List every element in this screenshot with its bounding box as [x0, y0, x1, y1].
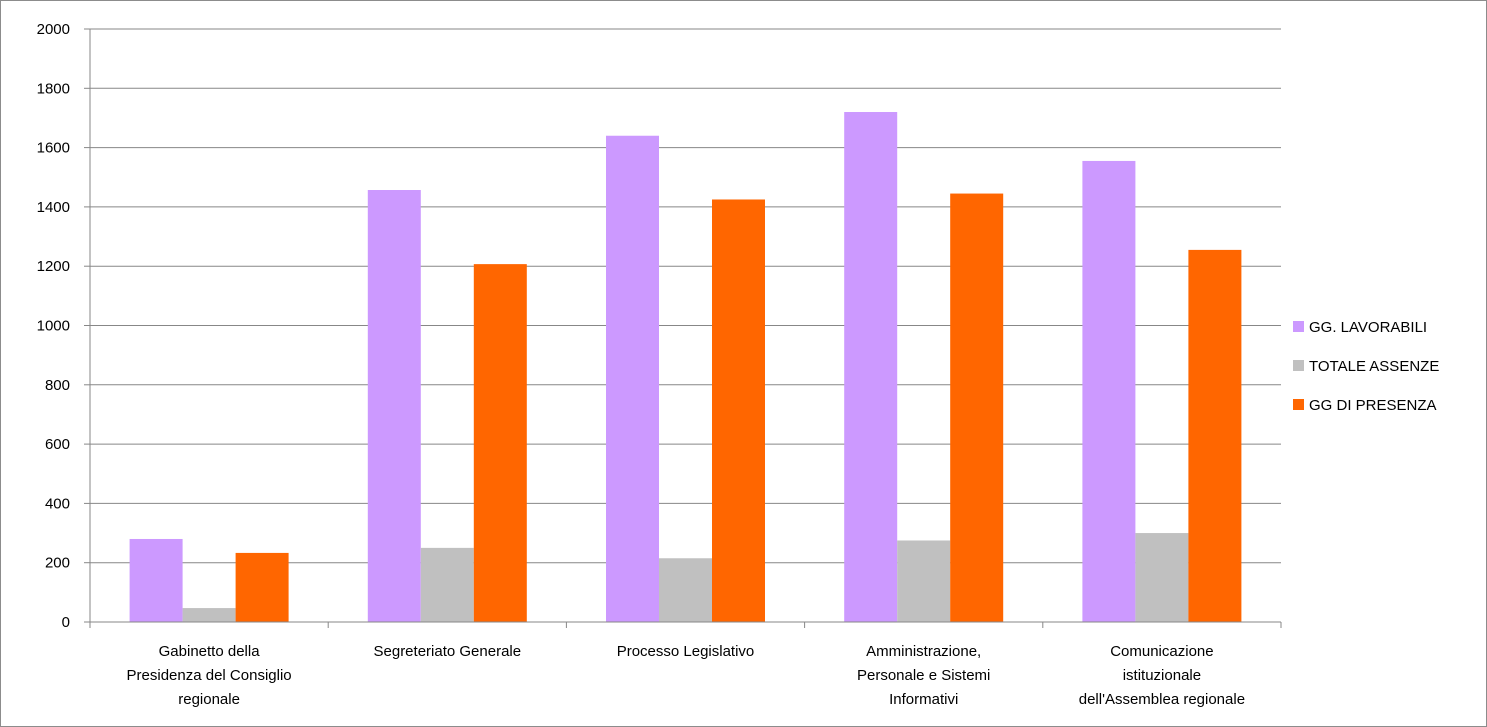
axes	[84, 28, 1282, 628]
bar-gg-di-presenza	[950, 193, 1004, 622]
y-tick-label: 400	[45, 495, 70, 512]
bar-gg-lavorabili	[606, 135, 659, 623]
x-category-label: Comunicazione istituzionale dell'Assemblea…	[1079, 643, 1245, 708]
bars	[129, 112, 1242, 623]
legend-label: GG. LAVORABILI	[1309, 319, 1427, 336]
y-tick-label: 600	[45, 436, 70, 453]
x-category-label: Segreteriato Generale	[374, 643, 522, 660]
legend-label: GG DI PRESENZA	[1309, 397, 1437, 414]
x-category-label: Gabinetto della Presidenza del Consiglio r…	[127, 643, 292, 708]
y-tick-label: 1800	[37, 80, 70, 97]
bar-totale-assenze	[182, 608, 236, 622]
bar-totale-assenze	[659, 558, 712, 622]
bar-gg-di-presenza	[712, 199, 765, 623]
bar-totale-assenze	[1135, 533, 1189, 622]
x-category-label: Processo Legislativo	[617, 643, 755, 660]
x-category-labels: Gabinetto della Presidenza del Consiglio r…	[127, 643, 1246, 708]
legend-label: TOTALE ASSENZE	[1309, 358, 1439, 375]
bar-gg-di-presenza	[1188, 249, 1242, 622]
y-tick-label: 800	[45, 377, 70, 394]
bar-gg-lavorabili	[844, 112, 898, 623]
bar-gg-di-presenza	[235, 552, 289, 622]
y-tick-label: 2000	[37, 21, 70, 38]
y-tick-labels: 0 200 400 600 800 1000 1200 1400 1600 1800 2000	[37, 21, 70, 631]
bar-gg-lavorabili	[129, 538, 183, 622]
y-tick-label: 0	[62, 614, 70, 631]
bar-gg-di-presenza	[473, 264, 527, 622]
legend-swatch	[1293, 321, 1304, 332]
y-tick-label: 1200	[37, 258, 70, 275]
legend: GG. LAVORABILI TOTALE ASSENZE GG DI PRESEN…	[1293, 319, 1439, 414]
y-tick-label: 1000	[37, 318, 70, 335]
bar-totale-assenze	[420, 547, 474, 622]
y-tick-label: 200	[45, 555, 70, 572]
legend-swatch	[1293, 399, 1304, 410]
y-tick-label: 1400	[37, 199, 70, 216]
y-tick-label: 1600	[37, 140, 70, 157]
bar-gg-lavorabili	[367, 189, 421, 622]
bar-totale-assenze	[897, 540, 951, 622]
bar-gg-lavorabili	[1082, 160, 1136, 622]
x-category-label: Amministrazione, Personale e Sistemi Infor…	[857, 643, 990, 708]
legend-swatch	[1293, 360, 1304, 371]
